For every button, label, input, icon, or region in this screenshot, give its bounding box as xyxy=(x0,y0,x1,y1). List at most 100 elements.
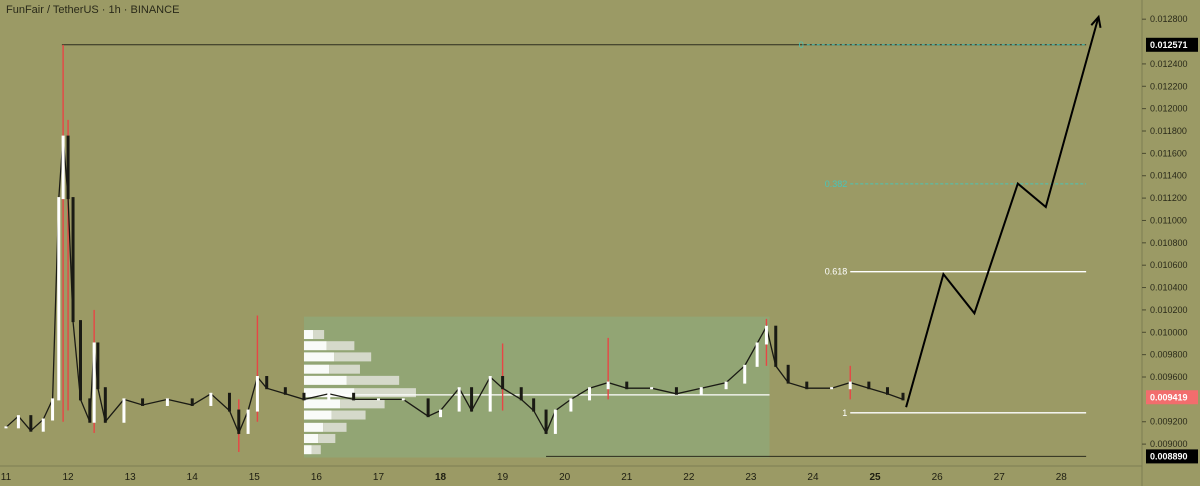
fib-level-label: 1 xyxy=(842,408,847,418)
time-axis-label: 27 xyxy=(994,472,1006,483)
candle-body xyxy=(848,381,852,390)
price-tag xyxy=(1146,390,1198,405)
candle-body xyxy=(41,418,45,432)
candle-body xyxy=(4,426,8,429)
candle-body xyxy=(625,381,629,390)
volume-profile-bar xyxy=(303,410,332,420)
candle-body xyxy=(141,398,145,406)
volume-profile-bar xyxy=(340,399,385,409)
volume-profile-bar xyxy=(303,341,327,351)
volume-profile-bar xyxy=(334,352,372,362)
candle-body xyxy=(190,398,194,406)
price-tag xyxy=(1146,37,1198,52)
candle-body xyxy=(237,409,241,434)
candle-body xyxy=(470,387,474,412)
price-axis-label: 0.010800 xyxy=(1150,238,1188,248)
candle-body xyxy=(544,409,548,434)
candle-body xyxy=(103,387,107,423)
candle-body xyxy=(650,387,654,390)
candle-body xyxy=(867,381,871,390)
volume-profile-bar xyxy=(326,341,355,351)
price-axis-label: 0.009600 xyxy=(1150,372,1188,382)
price-axis-label: 0.009200 xyxy=(1150,417,1188,427)
candle-body xyxy=(901,392,905,401)
candle-body xyxy=(588,387,592,401)
time-axis-label: 18 xyxy=(435,472,447,483)
candle-body xyxy=(553,409,557,434)
price-axis-label: 0.012000 xyxy=(1150,104,1188,114)
time-axis-label: 23 xyxy=(745,472,757,483)
candle-body xyxy=(764,325,768,345)
time-axis-label: 17 xyxy=(373,472,385,483)
volume-profile-bar xyxy=(346,375,400,385)
chart-title: FunFair / TetherUS · 1h · BINANCE xyxy=(6,4,180,16)
candle-body xyxy=(774,325,778,367)
projection-arrowhead xyxy=(1090,14,1102,28)
candle-body xyxy=(376,398,380,401)
price-axis-label: 0.011200 xyxy=(1150,193,1187,203)
volume-profile-bar xyxy=(323,422,347,432)
fib-level-label: 0 xyxy=(799,40,804,50)
candle-body xyxy=(724,381,728,390)
candle-body xyxy=(830,387,834,390)
candle-body xyxy=(674,387,678,395)
volume-profile-bar xyxy=(303,330,314,340)
volume-profile-bar xyxy=(303,388,355,398)
candle-body xyxy=(457,387,461,412)
volume-profile-bar xyxy=(331,410,366,420)
volume-profile-bar xyxy=(329,364,360,374)
candle-body xyxy=(501,376,505,390)
price-tag xyxy=(1146,449,1198,464)
candle-body xyxy=(66,135,70,200)
volume-profile-bar xyxy=(303,422,324,432)
price-axis-label: 0.011400 xyxy=(1150,171,1187,181)
candle-body xyxy=(92,342,96,423)
candle-body xyxy=(165,398,169,406)
candle-body xyxy=(302,392,306,401)
price-axis-label: 0.011800 xyxy=(1150,126,1187,136)
volume-profile-bar xyxy=(303,434,319,444)
candle-body xyxy=(519,387,523,401)
time-axis-label: 11 xyxy=(1,472,12,483)
candle-body xyxy=(805,381,809,390)
time-axis-label: 14 xyxy=(187,472,199,483)
candle-body xyxy=(699,387,703,395)
candle-body xyxy=(401,398,405,401)
volume-profile-bar xyxy=(303,375,347,385)
candle-body xyxy=(327,392,331,401)
price-axis-label: 0.010000 xyxy=(1150,327,1188,337)
candle-body xyxy=(488,376,492,412)
volume-profile-bar xyxy=(313,330,325,340)
time-axis-label: 15 xyxy=(249,472,261,483)
price-tag-label: 0.009419 xyxy=(1150,392,1188,402)
time-axis-label: 16 xyxy=(311,472,323,483)
candle-body xyxy=(122,398,126,423)
candle-body xyxy=(78,320,82,401)
volume-profile-bar xyxy=(354,388,416,398)
price-axis-label: 0.010400 xyxy=(1150,283,1188,293)
time-axis-label: 22 xyxy=(683,472,695,483)
price-tag-label: 0.012571 xyxy=(1150,40,1188,50)
volume-profile-bar xyxy=(303,364,330,374)
price-axis-label: 0.009000 xyxy=(1150,439,1188,449)
range-box xyxy=(303,316,770,458)
time-axis-label: 26 xyxy=(932,472,944,483)
price-axis-label: 0.012400 xyxy=(1150,59,1188,69)
candle-body xyxy=(439,409,443,418)
candle-body xyxy=(246,409,250,434)
candle-body xyxy=(88,398,92,423)
candle-body xyxy=(96,342,100,390)
time-axis-label: 25 xyxy=(870,472,882,483)
volume-profile-bar xyxy=(303,445,312,455)
candle-body xyxy=(255,376,259,412)
time-axis-label: 21 xyxy=(621,472,633,483)
candle-body xyxy=(755,342,759,367)
volume-profile-bar xyxy=(303,399,341,409)
price-axis-label: 0.011600 xyxy=(1150,148,1187,158)
candle-body xyxy=(227,392,231,412)
volume-profile-bar xyxy=(318,434,336,444)
time-axis-label: 28 xyxy=(1056,472,1068,483)
candle-body xyxy=(209,392,213,406)
